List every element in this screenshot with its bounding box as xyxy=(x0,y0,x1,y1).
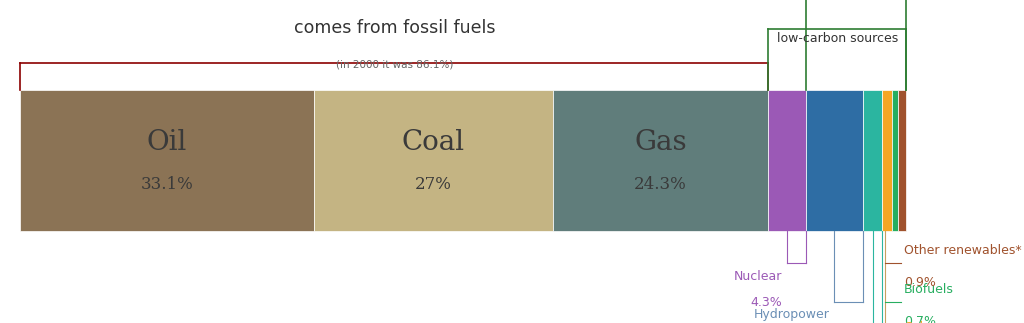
Text: Oil: Oil xyxy=(146,130,187,156)
Bar xyxy=(313,90,553,231)
Text: 27%: 27% xyxy=(415,176,452,193)
Bar xyxy=(806,90,863,231)
Bar xyxy=(553,90,768,231)
Text: Coal: Coal xyxy=(401,130,465,156)
Bar xyxy=(20,90,313,231)
Text: 4.3%: 4.3% xyxy=(751,296,782,308)
Text: Hydropower: Hydropower xyxy=(754,308,829,321)
Text: Gas: Gas xyxy=(634,130,687,156)
Text: Solar: Solar xyxy=(904,321,936,323)
Text: low-carbon sources: low-carbon sources xyxy=(776,32,898,45)
Bar xyxy=(863,90,883,231)
Text: Other renewables*: Other renewables* xyxy=(904,244,1022,257)
Bar xyxy=(892,90,898,231)
Bar xyxy=(883,90,892,231)
Text: 0.9%: 0.9% xyxy=(904,276,936,289)
Bar xyxy=(768,90,806,231)
Text: Biofuels: Biofuels xyxy=(904,283,953,296)
Text: Nuclear: Nuclear xyxy=(733,270,782,283)
Text: 0.7%: 0.7% xyxy=(904,315,936,323)
Bar xyxy=(898,90,906,231)
Text: (in 2000 it was 86.1%): (in 2000 it was 86.1%) xyxy=(336,60,453,70)
Text: 24.3%: 24.3% xyxy=(634,176,687,193)
Text: comes from fossil fuels: comes from fossil fuels xyxy=(294,19,495,37)
Text: 33.1%: 33.1% xyxy=(140,176,194,193)
